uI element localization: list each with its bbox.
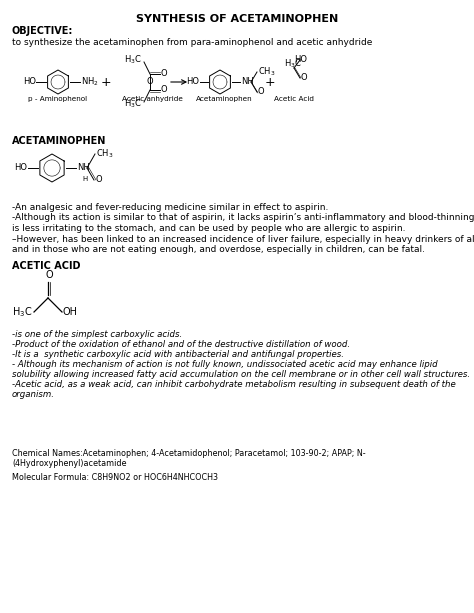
Text: SYNTHESIS OF ACETAMINOPHEN: SYNTHESIS OF ACETAMINOPHEN — [136, 14, 338, 24]
Text: –However, has been linked to an increased incidence of liver failure, especially: –However, has been linked to an increase… — [12, 235, 474, 243]
Text: Chemical Names:Acetaminophen; 4-Acetamidophenol; Paracetamol; 103-90-2; APAP; N-: Chemical Names:Acetaminophen; 4-Acetamid… — [12, 449, 365, 458]
Text: +: + — [100, 75, 111, 88]
Text: O: O — [301, 74, 308, 83]
Text: solubility allowing increased fatty acid accumulation on the cell membrane or in: solubility allowing increased fatty acid… — [12, 370, 470, 379]
Text: NH: NH — [241, 77, 254, 86]
Text: HO: HO — [186, 77, 199, 86]
Text: and in those who are not eating enough, and overdose, especially in children, ca: and in those who are not eating enough, … — [12, 245, 425, 254]
Text: organism.: organism. — [12, 390, 55, 399]
Text: CH$_3$: CH$_3$ — [96, 148, 114, 160]
Text: OH: OH — [63, 307, 78, 317]
Text: -Product of the oxidation of ethanol and of the destructive distillation of wood: -Product of the oxidation of ethanol and… — [12, 340, 350, 349]
Text: Molecular Formula: C8H9NO2 or HOC6H4NHCOCH3: Molecular Formula: C8H9NO2 or HOC6H4NHCO… — [12, 473, 218, 482]
Text: HO: HO — [294, 56, 307, 64]
Text: - Although its mechanism of action is not fully known, undissociated acetic acid: - Although its mechanism of action is no… — [12, 360, 438, 369]
Text: O: O — [45, 270, 53, 280]
Text: to synthesize the acetaminophen from para-aminophenol and acetic anhydride: to synthesize the acetaminophen from par… — [12, 38, 373, 47]
Text: H$_3$C: H$_3$C — [284, 58, 302, 70]
Text: H$_3$C: H$_3$C — [124, 54, 142, 66]
Text: -An analgesic and fever-reducing medicine similar in effect to aspirin.: -An analgesic and fever-reducing medicin… — [12, 203, 328, 212]
Text: H: H — [82, 176, 88, 182]
Text: -is one of the simplest carboxylic acids.: -is one of the simplest carboxylic acids… — [12, 330, 182, 339]
Text: CH$_3$: CH$_3$ — [258, 66, 275, 78]
Text: H$_3$C: H$_3$C — [124, 97, 142, 110]
Text: is less irritating to the stomach, and can be used by people who are allergic to: is less irritating to the stomach, and c… — [12, 224, 405, 233]
Text: H$_3$C: H$_3$C — [12, 305, 32, 319]
Text: NH: NH — [77, 164, 90, 172]
Text: O: O — [258, 88, 264, 96]
Text: O: O — [96, 175, 103, 185]
Text: -It is a  synthetic carboxylic acid with antibacterial and antifungal properties: -It is a synthetic carboxylic acid with … — [12, 350, 344, 359]
Text: NH$_2$: NH$_2$ — [81, 76, 99, 88]
Text: Acetic Acid: Acetic Acid — [274, 96, 314, 102]
Text: Acetic anhydride: Acetic anhydride — [121, 96, 182, 102]
Text: -Although its action is similar to that of aspirin, it lacks aspirin’s anti-infl: -Although its action is similar to that … — [12, 213, 474, 223]
Text: p - Aminophenol: p - Aminophenol — [28, 96, 88, 102]
Text: -Acetic acid, as a weak acid, can inhibit carbohydrate metabolism resulting in s: -Acetic acid, as a weak acid, can inhibi… — [12, 380, 456, 389]
Text: O: O — [161, 69, 168, 78]
Text: O: O — [161, 85, 168, 94]
Text: HO: HO — [23, 77, 36, 86]
Text: +: + — [264, 75, 275, 88]
Text: HO: HO — [14, 164, 27, 172]
Text: OBJECTIVE:: OBJECTIVE: — [12, 26, 73, 36]
Text: Acetaminophen: Acetaminophen — [196, 96, 252, 102]
Text: (4Hydroxyphenyl)acetamide: (4Hydroxyphenyl)acetamide — [12, 459, 127, 468]
Text: ACETAMINOPHEN: ACETAMINOPHEN — [12, 136, 106, 146]
Text: ACETIC ACID: ACETIC ACID — [12, 261, 81, 271]
Text: O: O — [146, 77, 153, 86]
